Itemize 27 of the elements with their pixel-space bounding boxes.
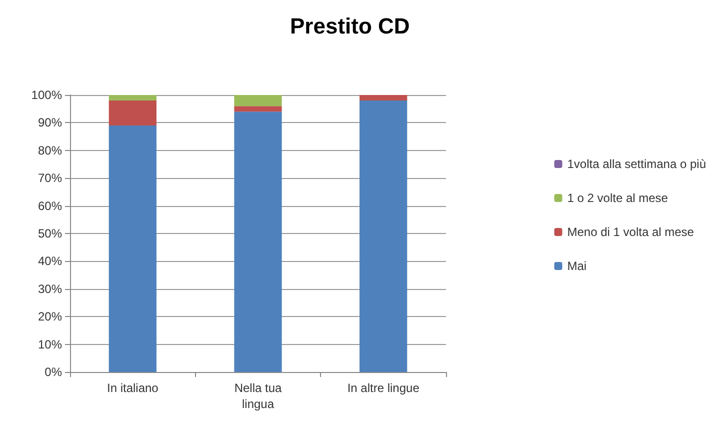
- y-tick-label: 90%: [38, 116, 62, 130]
- y-tick-label: 10%: [38, 337, 62, 352]
- chart-title: Prestito CD: [290, 14, 410, 38]
- x-tick-label: In altre lingue: [347, 381, 420, 395]
- y-tick-label: 40%: [38, 254, 62, 268]
- y-tick-label: 70%: [38, 171, 62, 186]
- bar: [360, 100, 408, 372]
- bar: [234, 95, 282, 106]
- x-tick-label: Nella tua lingua: [234, 381, 282, 411]
- legend-label: Mai: [567, 259, 587, 273]
- y-tick-label: 60%: [38, 198, 62, 213]
- y-tick-label: 100%: [31, 88, 62, 102]
- legend-label: 1volta alla settimana o più: [567, 157, 706, 171]
- y-tick-label: 50%: [38, 226, 62, 240]
- legend-label: 1 o 2 volte al mese: [567, 191, 668, 205]
- legend-label: Meno di 1 volta al mese: [567, 225, 694, 239]
- y-tick-label: 0%: [44, 365, 62, 379]
- bar: [108, 125, 156, 372]
- bar: [108, 95, 156, 101]
- bar: [360, 95, 408, 101]
- y-tick-label: 30%: [38, 282, 62, 296]
- y-tick-label: 80%: [38, 143, 62, 158]
- bar: [234, 112, 282, 372]
- x-tick-label: In italiano: [106, 381, 159, 395]
- bar: [234, 106, 282, 112]
- bar: [108, 100, 156, 126]
- y-tick-label: 20%: [38, 310, 62, 324]
